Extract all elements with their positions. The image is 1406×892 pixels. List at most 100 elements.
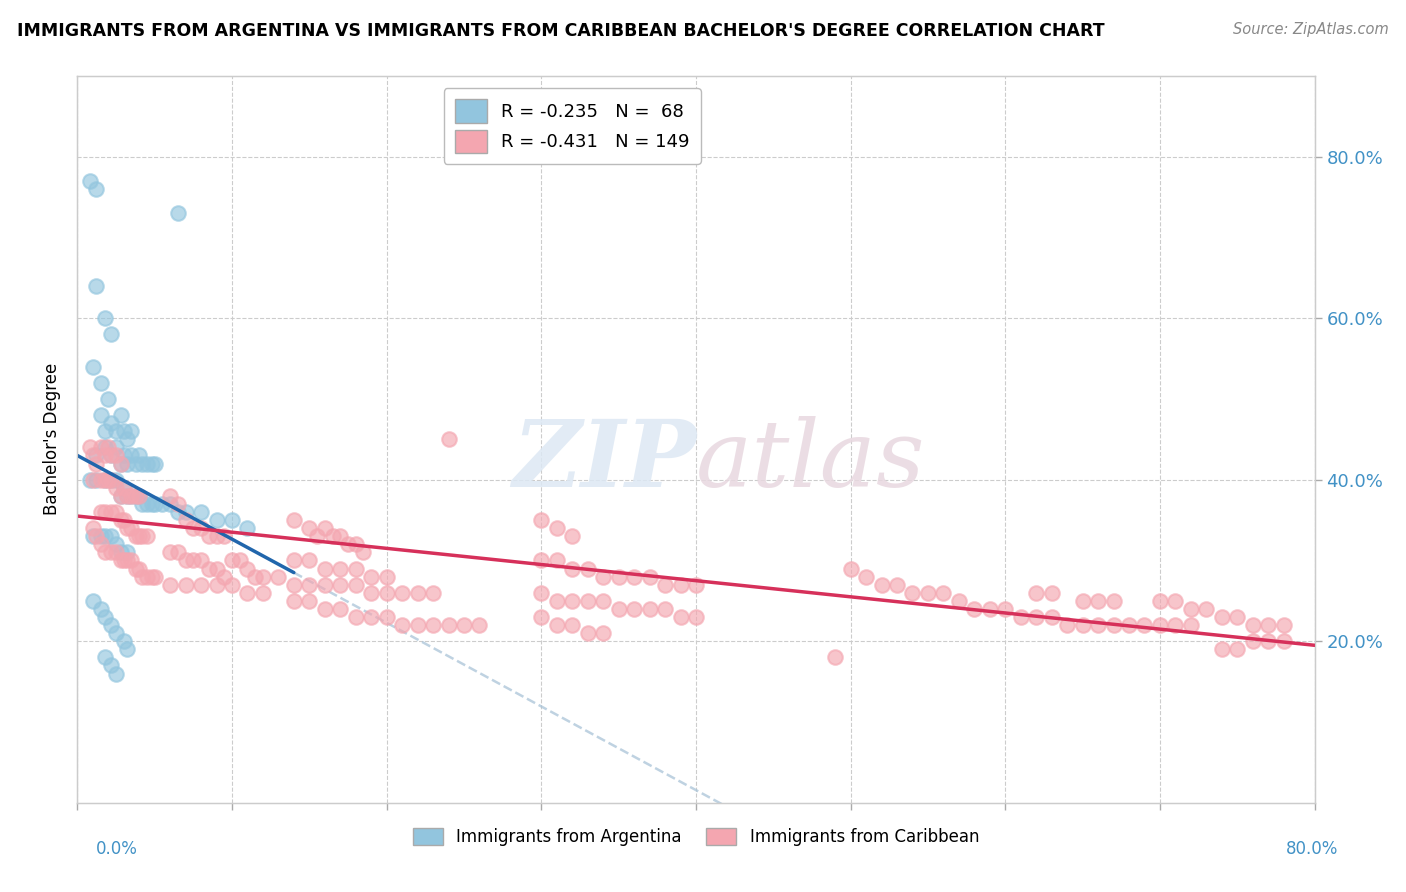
Point [100, 449, 122, 463]
Point [100, 545, 122, 559]
Point [110, 513, 132, 527]
Point [84, 278, 107, 293]
Point [115, 521, 138, 535]
Point [198, 561, 221, 575]
Point [100, 473, 122, 487]
Point [1025, 586, 1047, 600]
Legend: Immigrants from Argentina, Immigrants from Caribbean: Immigrants from Argentina, Immigrants fr… [402, 818, 990, 856]
Point [638, 569, 661, 583]
Point [159, 497, 181, 511]
Point [97, 441, 120, 455]
Point [1071, 594, 1094, 608]
Point [391, 618, 413, 632]
Point [190, 521, 212, 535]
Point [824, 650, 846, 665]
Point [174, 578, 197, 592]
Point [84, 529, 107, 543]
Point [121, 553, 143, 567]
Point [298, 594, 321, 608]
Point [110, 457, 132, 471]
Point [100, 416, 122, 430]
Point [205, 561, 228, 575]
Point [112, 553, 135, 567]
Point [115, 457, 138, 471]
Point [592, 594, 614, 608]
Point [110, 553, 132, 567]
Point [236, 521, 259, 535]
Point [174, 505, 197, 519]
Point [1149, 594, 1171, 608]
Point [685, 610, 707, 624]
Point [870, 578, 893, 592]
Point [963, 602, 986, 616]
Point [115, 489, 138, 503]
Point [329, 578, 352, 592]
Point [228, 553, 252, 567]
Point [437, 432, 460, 446]
Point [1180, 602, 1202, 616]
Point [90, 505, 111, 519]
Point [669, 578, 692, 592]
Point [314, 602, 336, 616]
Point [115, 553, 138, 567]
Point [94, 505, 117, 519]
Point [79, 174, 101, 188]
Point [360, 586, 382, 600]
Point [100, 658, 122, 673]
Point [105, 473, 127, 487]
Point [322, 529, 344, 543]
Point [638, 602, 661, 616]
Point [1164, 618, 1187, 632]
Point [1241, 618, 1264, 632]
Point [105, 481, 127, 495]
Point [84, 182, 107, 196]
Point [546, 521, 568, 535]
Point [1087, 618, 1109, 632]
Point [298, 553, 321, 567]
Point [90, 602, 111, 616]
Point [283, 553, 305, 567]
Point [90, 441, 111, 455]
Point [136, 457, 159, 471]
Point [221, 513, 243, 527]
Point [236, 561, 259, 575]
Point [391, 586, 413, 600]
Point [1226, 642, 1249, 657]
Point [131, 529, 153, 543]
Point [84, 457, 107, 471]
Point [121, 424, 143, 438]
Point [183, 521, 205, 535]
Point [607, 569, 630, 583]
Point [112, 424, 135, 438]
Point [1133, 618, 1156, 632]
Point [159, 578, 181, 592]
Point [94, 311, 117, 326]
Point [105, 537, 127, 551]
Point [205, 578, 228, 592]
Point [136, 569, 159, 583]
Point [110, 408, 132, 422]
Point [1180, 618, 1202, 632]
Point [1102, 594, 1125, 608]
Point [100, 618, 122, 632]
Point [422, 618, 444, 632]
Point [90, 537, 111, 551]
Point [283, 513, 305, 527]
Point [530, 586, 553, 600]
Point [329, 529, 352, 543]
Point [94, 610, 117, 624]
Point [406, 618, 429, 632]
Point [1056, 618, 1078, 632]
Point [1226, 610, 1249, 624]
Point [1118, 618, 1140, 632]
Point [97, 473, 120, 487]
Point [530, 513, 553, 527]
Point [112, 481, 135, 495]
Point [131, 569, 153, 583]
Point [100, 505, 122, 519]
Point [314, 578, 336, 592]
Text: IMMIGRANTS FROM ARGENTINA VS IMMIGRANTS FROM CARIBBEAN BACHELOR'S DEGREE CORRELA: IMMIGRANTS FROM ARGENTINA VS IMMIGRANTS … [17, 22, 1105, 40]
Point [685, 578, 707, 592]
Point [121, 489, 143, 503]
Point [110, 457, 132, 471]
